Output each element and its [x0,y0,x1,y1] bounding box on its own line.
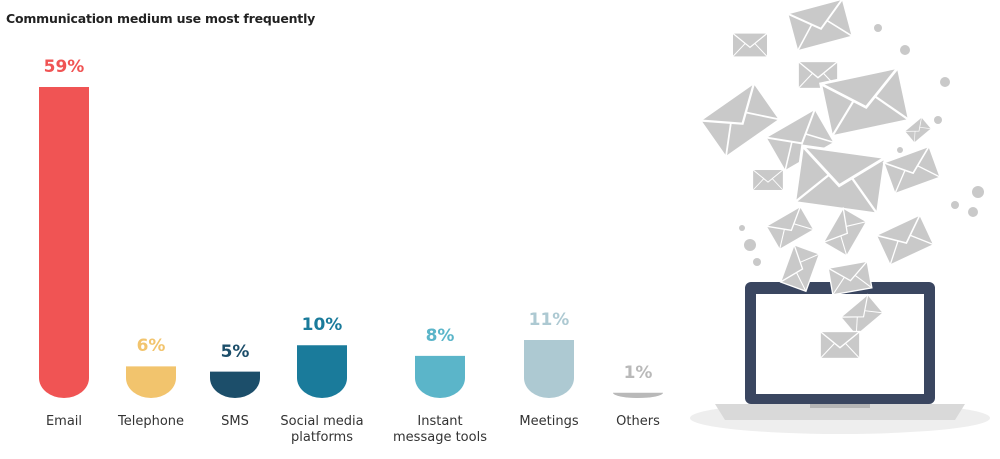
value-label: 1% [623,362,653,383]
laptop-notch [810,404,870,408]
bar [297,345,347,398]
x-tick-label: Telephone [117,414,185,429]
envelope [764,107,836,173]
laptop-base [715,404,965,420]
value-label: 8% [425,325,455,346]
bar [524,340,574,398]
envelope [786,0,854,53]
x-tick-label: Email [45,414,83,429]
envelope [819,66,911,138]
value-label: 10% [301,315,343,336]
x-tick-label: Meetings [519,414,579,429]
envelope [875,213,935,267]
x-tick-label: Others [616,414,660,429]
value-label: 5% [220,341,250,362]
x-tick-label: SMS [221,414,249,429]
envelope [822,207,868,257]
envelope [882,145,942,195]
value-label: 11% [528,310,570,331]
laptop-display [756,294,924,394]
bar [210,371,260,398]
bar [126,366,176,398]
envelope [827,260,873,296]
dots [739,24,984,266]
value-label: 59% [43,57,85,77]
envelope [793,144,887,216]
value-label: 6% [136,336,166,357]
x-tick-label: Instant message tools [393,414,487,445]
envelope [698,81,782,159]
chart [39,87,663,399]
envelope [765,205,815,251]
envelope [904,116,932,144]
envelope [797,60,839,90]
shadow [690,402,990,434]
envelope [819,330,861,360]
laptop-screen [745,282,935,404]
bar [39,87,89,398]
envelope [731,32,769,58]
envelope [752,168,784,192]
x-tick-label: Social media platforms [280,414,364,445]
bar [415,355,465,398]
chart-title: Communication medium use most frequently [6,11,316,26]
envelope [840,293,884,337]
envelope [779,244,821,292]
bar [613,392,663,399]
